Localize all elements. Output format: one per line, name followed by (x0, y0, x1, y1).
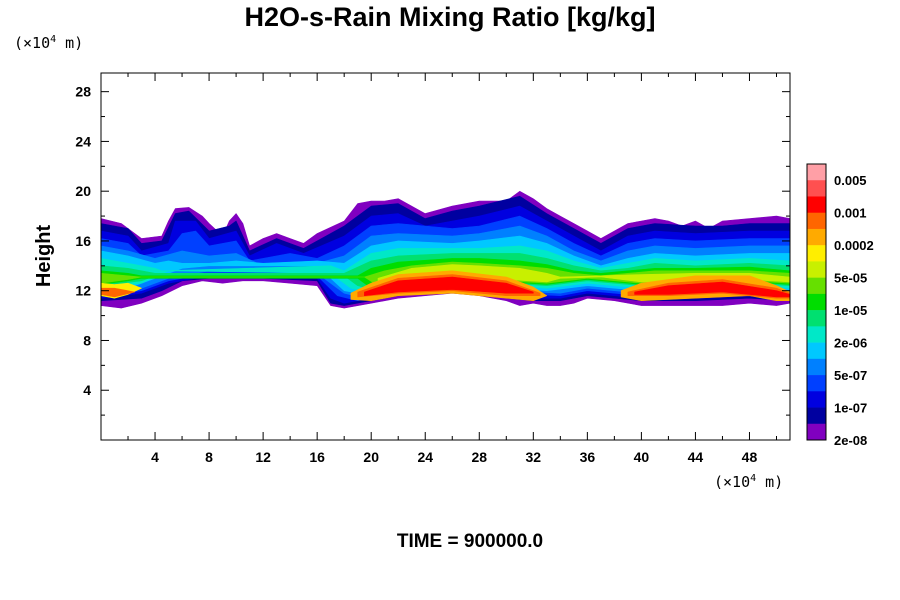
x-unit-exponent: 4 (750, 473, 757, 484)
y-axis-label: Height (33, 225, 55, 288)
y-tick-label: 16 (75, 233, 91, 249)
x-tick-label: 32 (526, 449, 542, 465)
colorbar-label: 0.0002 (834, 238, 874, 253)
y-unit-exponent: 4 (50, 34, 57, 45)
colorbar-label: 1e-07 (834, 401, 867, 416)
y-tick-label: 28 (75, 84, 91, 100)
colorbar-label: 0.001 (834, 206, 867, 221)
colorbar-swatch (807, 358, 826, 376)
colorbar-swatch (807, 310, 826, 327)
colorbar-legend: 0.005 0.001 0.0002 5e-05 1e-05 2e-06 5e-07 1e-0… (806, 163, 874, 448)
y-tick-label: 12 (75, 283, 91, 299)
colorbar-swatch (807, 164, 826, 181)
colorbar-label: 0.005 (834, 173, 867, 188)
colorbar-swatch (807, 212, 826, 230)
x-tick-label: 36 (580, 449, 596, 465)
colorbar-swatch (807, 293, 826, 311)
contour-band-red-17 (634, 281, 790, 298)
colorbar-swatch (807, 277, 826, 295)
colorbar-swatch (807, 196, 826, 214)
colorbar-swatch (807, 423, 826, 441)
colorbar-label: 1e-05 (834, 303, 867, 318)
x-tick-label: 16 (309, 449, 325, 465)
colorbar-frame (806, 163, 827, 441)
x-unit-suffix: m) (756, 473, 784, 491)
x-tick-label: 8 (205, 449, 213, 465)
colorbar-swatch (807, 375, 826, 392)
plot-frame (100, 72, 791, 441)
x-tick-label: 24 (417, 449, 433, 465)
colorbar-swatch (807, 326, 826, 343)
colorbar-label: 5e-05 (834, 271, 867, 286)
chart-title: H2O-s-Rain Mixing Ratio [kg/kg] (244, 2, 656, 32)
contour-band-orange-18 (101, 287, 136, 298)
y-unit-prefix: (×10 (14, 34, 51, 52)
x-tick-label: 48 (742, 449, 758, 465)
colorbar-swatch (807, 407, 826, 425)
y-tick-label: 20 (75, 183, 91, 199)
x-axis-unit: (×104 m) (714, 473, 783, 491)
y-axis-unit: (×104 m) (14, 34, 83, 52)
time-label: TIME = 900000.0 (396, 531, 544, 552)
y-tick-label: 8 (83, 332, 91, 348)
x-unit-prefix: (×10 (714, 473, 751, 491)
x-tick-label: 12 (255, 449, 271, 465)
x-tick-label: 40 (634, 449, 650, 465)
colorbar-swatch (807, 245, 826, 262)
colorbar-swatch (807, 391, 826, 408)
x-tick-label: 44 (688, 449, 704, 465)
y-unit-suffix: m) (56, 34, 84, 52)
contour-layer (101, 190, 790, 309)
x-tick-label: 4 (151, 449, 159, 465)
colorbar-label: 5e-07 (834, 368, 867, 383)
colorbar-swatch (807, 180, 826, 197)
colorbar-swatch (807, 228, 826, 246)
contour-band-red-14 (364, 276, 534, 297)
colorbar-label: 2e-06 (834, 336, 867, 351)
x-tick-label: 20 (363, 449, 379, 465)
x-tick-label: 28 (471, 449, 487, 465)
y-tick-label: 4 (83, 382, 91, 398)
y-tick-label: 24 (75, 133, 91, 149)
colorbar-label: 2e-08 (834, 433, 867, 448)
colorbar-swatch (807, 342, 826, 360)
colorbar-swatch (807, 261, 826, 278)
